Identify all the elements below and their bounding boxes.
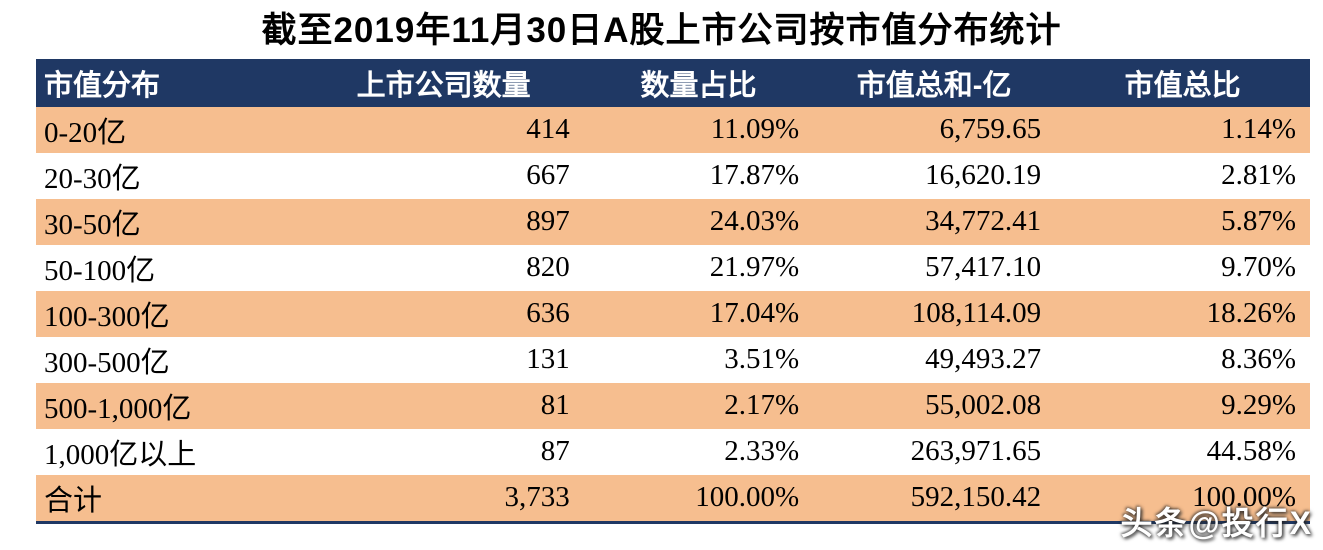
table-row: 20-30亿 667 17.87% 16,620.19 2.81% [36,152,1310,199]
table-cell: 55,002.08 [925,389,1042,421]
table-cell: 合计 [44,484,103,517]
table-cell: 8.36% [1221,343,1296,375]
table-cell: 20-30亿 [44,162,141,195]
table-cell: 18.26% [1206,297,1296,329]
table-cell: 11.09% [710,113,800,145]
table-cell: 414 [526,113,570,145]
page-title: 截至2019年11月30日A股上市公司按市值分布统计 [261,11,1062,50]
table-cell: 87 [540,435,570,467]
table-cell: 500-1,000亿 [44,392,192,425]
table-cell: 592,150.42 [910,481,1042,513]
table-cell: 24.03% [709,205,800,237]
table-cell: 9.29% [1221,389,1296,421]
table-row: 50-100亿 820 21.97% 57,417.10 9.70% [36,244,1310,291]
header-cell-market-cap-range: 市值分布 [36,58,304,107]
header-cell-total-market-cap: 市值总和-亿 [813,58,1056,107]
watermark: 头条@投行X [1120,505,1313,541]
table-row: 500-1,000亿 81 2.17% 55,002.08 9.29% [36,382,1310,429]
table-cell: 3,733 [504,481,570,513]
table-cell: 0-20亿 [44,116,127,149]
table-cell: 34,772.41 [925,205,1042,237]
table-cell: 1.14% [1221,113,1296,145]
table-cell: 30-50亿 [44,208,141,241]
table-cell: 5.87% [1221,205,1296,237]
table-cell: 1,000亿以上 [44,438,197,471]
table-cell: 21.97% [709,251,800,283]
header-cell-cap-pct: 市值总比 [1055,58,1310,107]
table-row: 300-500亿 131 3.51% 49,493.27 8.36% [36,336,1310,383]
header-cell-count-pct: 数量占比 [583,58,814,107]
table-cell: 3.51% [724,343,800,375]
table-cell: 57,417.10 [925,251,1042,283]
table-cell: 16,620.19 [925,159,1042,191]
table-cell: 100.00% [695,481,800,513]
table-cell: 6,759.65 [939,113,1042,145]
table-row: 100-300亿 636 17.04% 108,114.09 18.26% [36,290,1310,337]
table-cell: 100-300亿 [44,300,170,333]
table-cell: 17.87% [709,159,800,191]
table-header-row: 市值分布 上市公司数量 数量占比 市值总和-亿 市值总比 [36,58,1310,107]
table-row: 0-20亿 414 11.09% 6,759.65 1.14% [36,106,1310,153]
table-cell: 81 [540,389,570,421]
table-cell: 49,493.27 [925,343,1042,375]
table-row: 1,000亿以上 87 2.33% 263,971.65 44.58% [36,428,1310,475]
header-cell-company-count: 上市公司数量 [303,58,584,107]
table-cell: 131 [526,343,570,375]
table-cell: 108,114.09 [911,297,1042,329]
table-row: 30-50亿 897 24.03% 34,772.41 5.87% [36,198,1310,245]
table-row: 合计 3,733 100.00% 592,150.42 100.00% [36,474,1310,522]
table-cell: 897 [526,205,570,237]
table-cell: 17.04% [709,297,800,329]
table-cell: 44.58% [1206,435,1296,467]
market-cap-distribution-table: 市值分布 上市公司数量 数量占比 市值总和-亿 市值总比 0-20亿 414 11.… [36,58,1310,524]
table-cell: 300-500亿 [44,346,170,379]
table-cell: 263,971.65 [910,435,1042,467]
table-cell: 820 [526,251,570,283]
table-cell: 100.00% [1192,481,1296,513]
table-cell: 2.33% [724,435,800,467]
table-cell: 50-100亿 [44,254,156,287]
table-cell: 667 [526,159,570,191]
table-cell: 2.81% [1221,159,1296,191]
table-cell: 9.70% [1221,251,1296,283]
table-cell: 2.17% [724,389,800,421]
table-cell: 636 [526,297,570,329]
